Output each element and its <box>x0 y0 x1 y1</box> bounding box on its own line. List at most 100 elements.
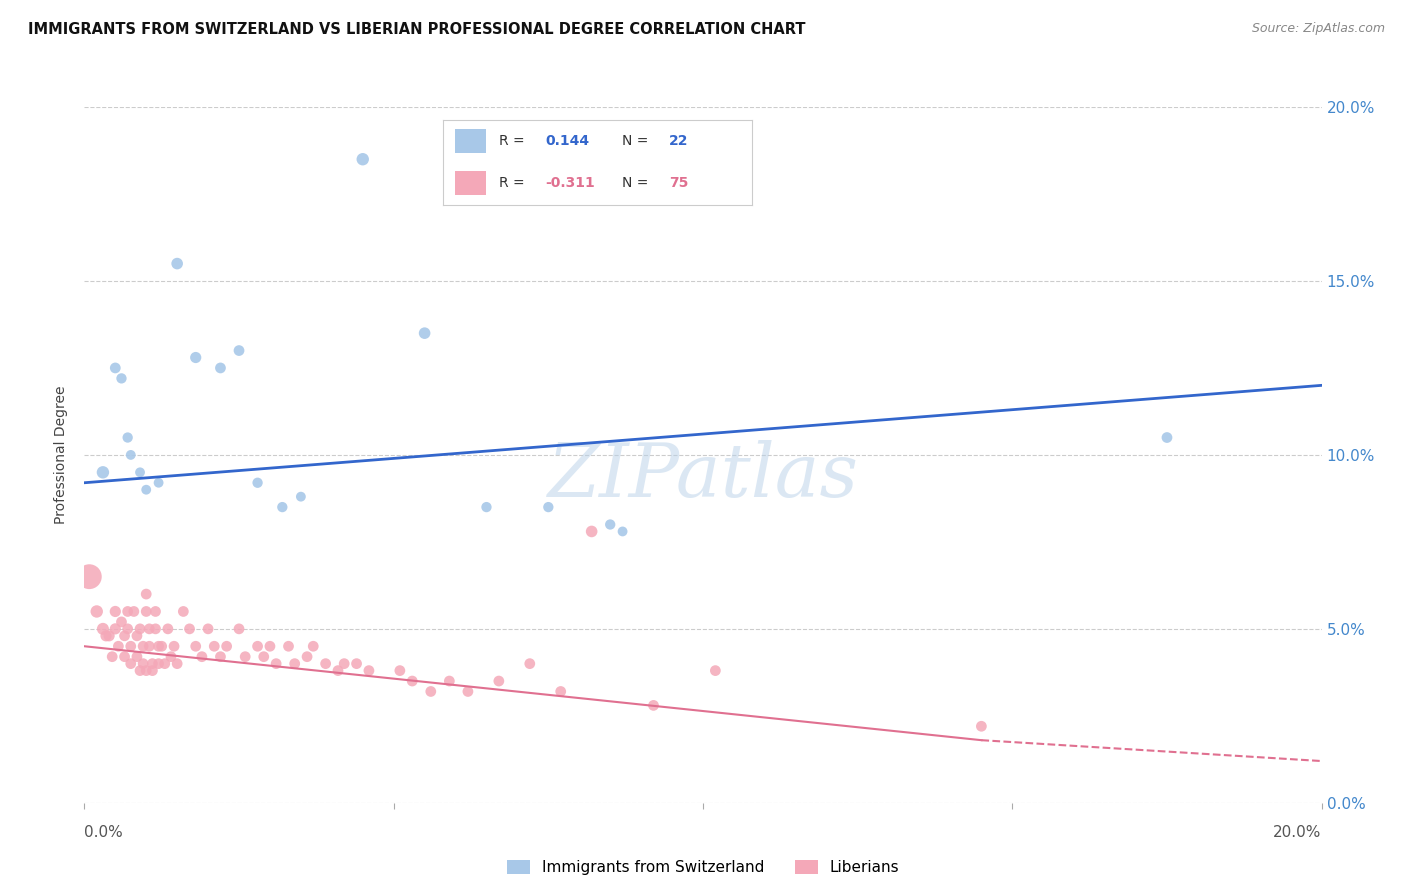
Point <box>1156 430 1178 444</box>
Point <box>86 605 108 619</box>
Y-axis label: Professional Degree: Professional Degree <box>55 385 69 524</box>
Point <box>114 649 136 664</box>
Point <box>135 587 157 601</box>
Point <box>333 657 356 671</box>
Point <box>488 674 510 689</box>
Point <box>326 664 349 678</box>
Point <box>145 622 167 636</box>
Point <box>120 639 142 653</box>
Point <box>184 639 207 653</box>
Bar <box>456 128 486 153</box>
Point <box>179 622 201 636</box>
Point <box>295 649 318 664</box>
Point <box>129 664 152 678</box>
Point <box>302 639 325 653</box>
Point <box>612 524 634 539</box>
Point <box>104 605 127 619</box>
Point <box>191 649 214 664</box>
Point <box>101 649 124 664</box>
Point <box>125 649 148 664</box>
Point <box>138 639 160 653</box>
Point <box>246 475 269 490</box>
Point <box>79 570 101 584</box>
Point <box>120 448 142 462</box>
Point <box>135 605 157 619</box>
Point <box>202 639 225 653</box>
Point <box>91 466 114 480</box>
Point <box>129 622 152 636</box>
Point <box>148 657 170 671</box>
Point <box>91 622 114 636</box>
Point <box>166 657 188 671</box>
Point <box>132 639 155 653</box>
Point <box>233 649 256 664</box>
Point <box>643 698 665 713</box>
Point <box>122 605 145 619</box>
Point <box>599 517 621 532</box>
Point <box>163 639 186 653</box>
Text: 20.0%: 20.0% <box>1274 825 1322 840</box>
Text: -0.311: -0.311 <box>546 176 595 190</box>
Point <box>117 605 139 619</box>
Point <box>519 657 541 671</box>
Point <box>104 622 127 636</box>
Point <box>284 657 307 671</box>
Point <box>277 639 299 653</box>
Point <box>148 639 170 653</box>
Point <box>581 524 603 539</box>
Text: IMMIGRANTS FROM SWITZERLAND VS LIBERIAN PROFESSIONAL DEGREE CORRELATION CHART: IMMIGRANTS FROM SWITZERLAND VS LIBERIAN … <box>28 22 806 37</box>
Point <box>259 639 281 653</box>
Point <box>135 483 157 497</box>
Point <box>132 657 155 671</box>
Point <box>117 622 139 636</box>
Point <box>264 657 287 671</box>
Point <box>110 615 132 629</box>
Bar <box>456 171 486 195</box>
Text: ZIPatlas: ZIPatlas <box>547 440 859 512</box>
Point <box>419 684 441 698</box>
Point <box>228 343 250 358</box>
Point <box>184 351 207 365</box>
Point <box>290 490 312 504</box>
Point <box>125 629 148 643</box>
Point <box>457 684 479 698</box>
Point <box>346 657 368 671</box>
Point <box>156 622 179 636</box>
Point <box>439 674 461 689</box>
Point <box>253 649 276 664</box>
Point <box>228 622 250 636</box>
Point <box>970 719 993 733</box>
Point <box>401 674 423 689</box>
Point <box>141 664 163 678</box>
Text: N =: N = <box>623 134 652 148</box>
Point <box>120 657 142 671</box>
Point <box>704 664 727 678</box>
Point <box>160 649 183 664</box>
Point <box>135 664 157 678</box>
Point <box>197 622 219 636</box>
Point <box>138 622 160 636</box>
Point <box>271 500 294 514</box>
Point <box>150 639 173 653</box>
Point <box>550 684 572 698</box>
Point <box>537 500 560 514</box>
Point <box>145 605 167 619</box>
Point <box>110 371 132 385</box>
Point <box>246 639 269 653</box>
Point <box>209 360 232 375</box>
Point <box>107 639 129 653</box>
Text: 22: 22 <box>669 134 688 148</box>
Point <box>172 605 194 619</box>
Text: Source: ZipAtlas.com: Source: ZipAtlas.com <box>1251 22 1385 36</box>
Point <box>98 629 121 643</box>
Legend: Immigrants from Switzerland, Liberians: Immigrants from Switzerland, Liberians <box>506 861 900 875</box>
Point <box>413 326 436 340</box>
Point <box>209 649 232 664</box>
Point <box>141 657 163 671</box>
Text: R =: R = <box>499 134 529 148</box>
Point <box>117 430 139 444</box>
Text: 0.0%: 0.0% <box>84 825 124 840</box>
Point <box>352 152 374 166</box>
Point <box>114 629 136 643</box>
Point <box>315 657 337 671</box>
